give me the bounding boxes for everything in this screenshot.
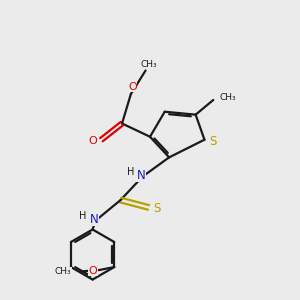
Text: S: S bbox=[153, 202, 160, 215]
Text: H: H bbox=[80, 211, 87, 221]
Text: H: H bbox=[127, 167, 134, 177]
Text: CH₃: CH₃ bbox=[140, 59, 157, 68]
Text: O: O bbox=[89, 136, 98, 146]
Text: N: N bbox=[90, 213, 98, 226]
Text: O: O bbox=[128, 82, 137, 92]
Text: N: N bbox=[137, 169, 146, 182]
Text: O: O bbox=[89, 266, 98, 276]
Text: CH₃: CH₃ bbox=[55, 267, 72, 276]
Text: CH₃: CH₃ bbox=[220, 93, 236, 102]
Text: S: S bbox=[209, 135, 216, 148]
